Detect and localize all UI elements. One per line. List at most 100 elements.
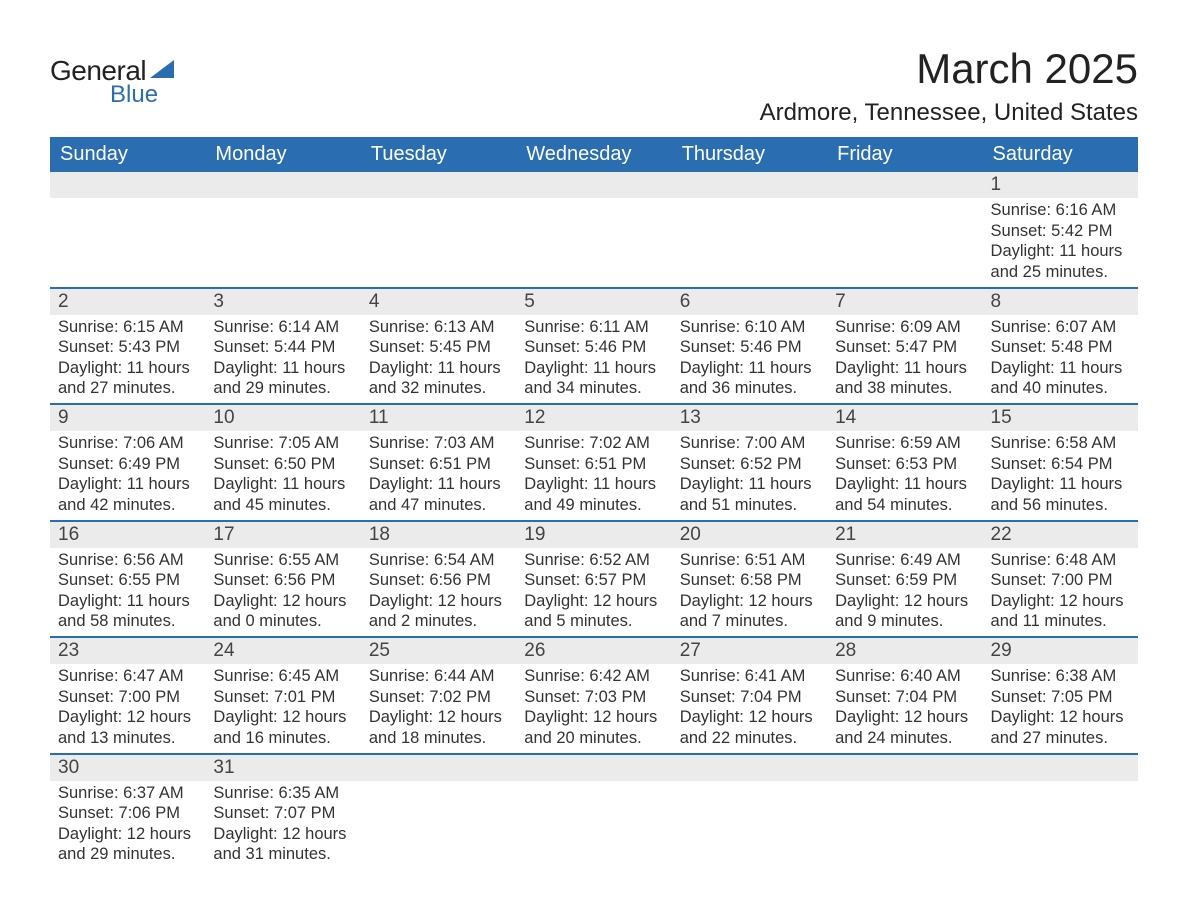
- calendar-cell: 19Sunrise: 6:52 AMSunset: 6:57 PMDayligh…: [516, 521, 671, 638]
- daylight-text: Daylight: 11 hours and 51 minutes.: [680, 474, 819, 515]
- day-details: Sunrise: 7:00 AMSunset: 6:52 PMDaylight:…: [672, 431, 827, 520]
- day-number: 27: [672, 638, 827, 664]
- sunset-text: Sunset: 6:58 PM: [680, 570, 819, 591]
- sunset-text: Sunset: 6:52 PM: [680, 454, 819, 475]
- day-number: 5: [516, 289, 671, 315]
- day-details: Sunrise: 6:13 AMSunset: 5:45 PMDaylight:…: [361, 315, 516, 404]
- sunset-text: Sunset: 6:51 PM: [524, 454, 663, 475]
- sunrise-text: Sunrise: 6:56 AM: [58, 550, 197, 571]
- weekday-header: Friday: [827, 137, 982, 172]
- weekday-header: Thursday: [672, 137, 827, 172]
- sunset-text: Sunset: 5:46 PM: [680, 337, 819, 358]
- calendar-cell: 30Sunrise: 6:37 AMSunset: 7:06 PMDayligh…: [50, 754, 205, 870]
- day-details: Sunrise: 6:16 AMSunset: 5:42 PMDaylight:…: [983, 198, 1138, 287]
- daylight-text: Daylight: 11 hours and 32 minutes.: [369, 358, 508, 399]
- daylight-text: Daylight: 12 hours and 2 minutes.: [369, 591, 508, 632]
- sunset-text: Sunset: 5:42 PM: [991, 221, 1130, 242]
- sunrise-text: Sunrise: 6:44 AM: [369, 666, 508, 687]
- daylight-text: Daylight: 12 hours and 29 minutes.: [58, 824, 197, 865]
- calendar-cell: [983, 754, 1138, 870]
- day-details: [516, 198, 671, 204]
- sunrise-text: Sunrise: 6:58 AM: [991, 433, 1130, 454]
- day-number: 11: [361, 405, 516, 431]
- day-number: [672, 755, 827, 781]
- daylight-text: Daylight: 12 hours and 0 minutes.: [213, 591, 352, 632]
- calendar-cell: [672, 172, 827, 288]
- day-details: Sunrise: 6:58 AMSunset: 6:54 PMDaylight:…: [983, 431, 1138, 520]
- sunrise-text: Sunrise: 7:00 AM: [680, 433, 819, 454]
- sunrise-text: Sunrise: 6:59 AM: [835, 433, 974, 454]
- daylight-text: Daylight: 12 hours and 18 minutes.: [369, 707, 508, 748]
- sunset-text: Sunset: 7:04 PM: [680, 687, 819, 708]
- calendar-cell: 17Sunrise: 6:55 AMSunset: 6:56 PMDayligh…: [205, 521, 360, 638]
- calendar-cell: 22Sunrise: 6:48 AMSunset: 7:00 PMDayligh…: [983, 521, 1138, 638]
- calendar-cell: 26Sunrise: 6:42 AMSunset: 7:03 PMDayligh…: [516, 637, 671, 754]
- calendar-cell: 29Sunrise: 6:38 AMSunset: 7:05 PMDayligh…: [983, 637, 1138, 754]
- calendar-cell: [361, 754, 516, 870]
- calendar-cell: [516, 754, 671, 870]
- day-number: 21: [827, 522, 982, 548]
- daylight-text: Daylight: 11 hours and 58 minutes.: [58, 591, 197, 632]
- title-block: March 2025 Ardmore, Tennessee, United St…: [760, 45, 1138, 127]
- sunrise-text: Sunrise: 7:06 AM: [58, 433, 197, 454]
- calendar-cell: 4Sunrise: 6:13 AMSunset: 5:45 PMDaylight…: [361, 288, 516, 405]
- day-details: Sunrise: 6:11 AMSunset: 5:46 PMDaylight:…: [516, 315, 671, 404]
- sunrise-text: Sunrise: 6:16 AM: [991, 200, 1130, 221]
- month-title: March 2025: [760, 45, 1138, 93]
- day-details: Sunrise: 6:09 AMSunset: 5:47 PMDaylight:…: [827, 315, 982, 404]
- daylight-text: Daylight: 12 hours and 27 minutes.: [991, 707, 1130, 748]
- day-details: [672, 781, 827, 787]
- day-number: 17: [205, 522, 360, 548]
- calendar-cell: 15Sunrise: 6:58 AMSunset: 6:54 PMDayligh…: [983, 404, 1138, 521]
- day-number: 1: [983, 172, 1138, 198]
- calendar-cell: [516, 172, 671, 288]
- daylight-text: Daylight: 11 hours and 54 minutes.: [835, 474, 974, 515]
- day-number: [205, 172, 360, 198]
- calendar-week-row: 2Sunrise: 6:15 AMSunset: 5:43 PMDaylight…: [50, 288, 1138, 405]
- calendar-week-row: 30Sunrise: 6:37 AMSunset: 7:06 PMDayligh…: [50, 754, 1138, 870]
- daylight-text: Daylight: 11 hours and 56 minutes.: [991, 474, 1130, 515]
- sunset-text: Sunset: 5:43 PM: [58, 337, 197, 358]
- day-number: [361, 755, 516, 781]
- sunset-text: Sunset: 6:54 PM: [991, 454, 1130, 475]
- day-number: 20: [672, 522, 827, 548]
- sunset-text: Sunset: 7:06 PM: [58, 803, 197, 824]
- sunset-text: Sunset: 5:48 PM: [991, 337, 1130, 358]
- daylight-text: Daylight: 11 hours and 49 minutes.: [524, 474, 663, 515]
- sunset-text: Sunset: 5:46 PM: [524, 337, 663, 358]
- daylight-text: Daylight: 11 hours and 45 minutes.: [213, 474, 352, 515]
- day-number: [516, 172, 671, 198]
- day-details: Sunrise: 7:03 AMSunset: 6:51 PMDaylight:…: [361, 431, 516, 520]
- sunrise-text: Sunrise: 6:52 AM: [524, 550, 663, 571]
- daylight-text: Daylight: 11 hours and 38 minutes.: [835, 358, 974, 399]
- day-details: [516, 781, 671, 787]
- sunrise-text: Sunrise: 6:41 AM: [680, 666, 819, 687]
- calendar-cell: [827, 754, 982, 870]
- daylight-text: Daylight: 12 hours and 13 minutes.: [58, 707, 197, 748]
- calendar-cell: 14Sunrise: 6:59 AMSunset: 6:53 PMDayligh…: [827, 404, 982, 521]
- day-number: 13: [672, 405, 827, 431]
- day-details: Sunrise: 6:40 AMSunset: 7:04 PMDaylight:…: [827, 664, 982, 753]
- daylight-text: Daylight: 12 hours and 20 minutes.: [524, 707, 663, 748]
- day-details: Sunrise: 6:38 AMSunset: 7:05 PMDaylight:…: [983, 664, 1138, 753]
- calendar-table: Sunday Monday Tuesday Wednesday Thursday…: [50, 137, 1138, 869]
- day-number: 6: [672, 289, 827, 315]
- sunset-text: Sunset: 6:51 PM: [369, 454, 508, 475]
- sunrise-text: Sunrise: 6:45 AM: [213, 666, 352, 687]
- sunset-text: Sunset: 5:44 PM: [213, 337, 352, 358]
- day-number: 19: [516, 522, 671, 548]
- daylight-text: Daylight: 11 hours and 25 minutes.: [991, 241, 1130, 282]
- calendar-week-row: 16Sunrise: 6:56 AMSunset: 6:55 PMDayligh…: [50, 521, 1138, 638]
- day-number: 23: [50, 638, 205, 664]
- day-details: Sunrise: 6:56 AMSunset: 6:55 PMDaylight:…: [50, 548, 205, 637]
- day-details: [50, 198, 205, 204]
- calendar-cell: [205, 172, 360, 288]
- daylight-text: Daylight: 12 hours and 22 minutes.: [680, 707, 819, 748]
- daylight-text: Daylight: 11 hours and 40 minutes.: [991, 358, 1130, 399]
- day-number: 14: [827, 405, 982, 431]
- day-number: [827, 755, 982, 781]
- calendar-cell: [827, 172, 982, 288]
- sunset-text: Sunset: 7:05 PM: [991, 687, 1130, 708]
- day-number: 18: [361, 522, 516, 548]
- day-details: Sunrise: 6:44 AMSunset: 7:02 PMDaylight:…: [361, 664, 516, 753]
